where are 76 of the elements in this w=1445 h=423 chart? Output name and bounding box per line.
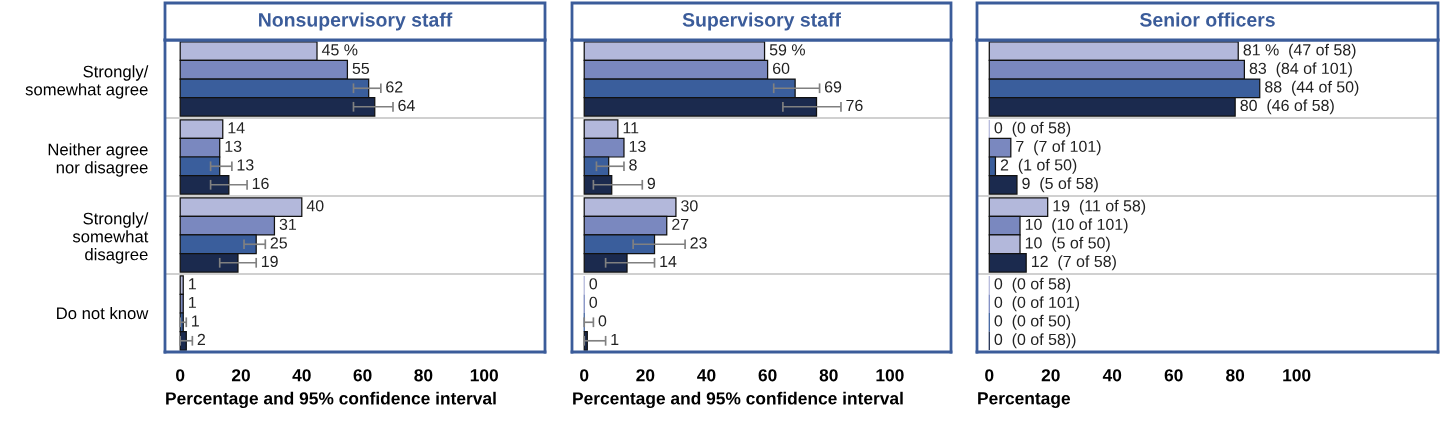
x-tick-label: 100 <box>876 369 904 382</box>
x-tick-label: 0 <box>176 369 185 382</box>
data-label: 25 <box>270 237 287 249</box>
data-label: 9 <box>647 177 656 190</box>
data-label: 40 <box>306 200 324 212</box>
x-tick-label: 60 <box>1164 369 1183 382</box>
data-label: 64 <box>398 99 415 112</box>
x-tick-label: 40 <box>1102 369 1122 382</box>
y-tick-label: Strongly/ somewhat agree <box>25 65 149 99</box>
data-label: 81 % (47 of 58) <box>1243 43 1356 59</box>
data-label: 0 (0 of 58)) <box>994 333 1076 349</box>
x-tick-label: 100 <box>470 369 498 382</box>
data-label: 62 <box>386 81 403 93</box>
data-label: 59 % <box>769 44 805 56</box>
x-tick-label: 0 <box>985 369 994 382</box>
data-label: 0 <box>589 278 598 290</box>
chart-title: Nonsupervisory staff <box>259 12 453 31</box>
data-label: 2 <box>197 333 205 345</box>
y-tick-label: Neither agree nor disagree <box>48 143 148 177</box>
data-label: 0 <box>589 296 598 309</box>
data-label: 13 <box>629 140 646 153</box>
data-label: 45 % <box>321 44 358 56</box>
data-label: 7 (7 of 101) <box>1016 140 1101 156</box>
data-label: 31 <box>279 218 296 231</box>
data-label: 13 <box>237 159 254 171</box>
data-label: 76 <box>846 99 863 112</box>
data-label: 0 (0 of 58) <box>994 277 1071 293</box>
x-tick-label: 20 <box>231 369 250 382</box>
data-label: 12 (7 of 58) <box>1032 255 1116 271</box>
x-axis-title: Percentage and 95% confidence interval <box>166 391 496 409</box>
x-tick-label: 80 <box>819 369 838 382</box>
data-label: 19 (11 of 58) <box>1053 199 1146 215</box>
data-label: 0 <box>598 315 607 327</box>
x-tick-label: 20 <box>636 369 655 382</box>
data-label: 11 <box>623 122 639 134</box>
data-label: 27 <box>672 218 689 230</box>
x-tick-label: 100 <box>1283 369 1311 382</box>
chart-title: Supervisory staff <box>682 12 841 31</box>
x-tick-label: 80 <box>414 369 433 382</box>
x-tick-label: 60 <box>353 369 372 382</box>
data-label: 8 <box>629 159 637 171</box>
chart-title: Senior officers <box>1139 12 1275 27</box>
x-tick-label: 0 <box>580 369 589 382</box>
y-tick-label: Do not know <box>57 306 149 320</box>
data-label: 0 (0 of 58) <box>994 121 1071 137</box>
x-tick-label: 80 <box>1226 369 1245 382</box>
data-label: 88 (44 of 50) <box>1265 80 1359 96</box>
x-tick-label: 60 <box>758 369 777 382</box>
data-label: 60 <box>773 62 790 75</box>
data-label: 69 <box>824 81 842 93</box>
x-tick-label: 40 <box>292 369 311 382</box>
data-label: 0 (0 of 101) <box>994 296 1080 312</box>
data-label: 19 <box>261 255 278 268</box>
data-label: 23 <box>690 237 707 249</box>
data-label: 14 <box>228 122 245 134</box>
x-tick-label: 40 <box>697 369 716 382</box>
y-tick-label: Strongly/ somewhat disagree <box>72 212 149 264</box>
data-label: 1 <box>189 296 196 308</box>
x-axis-title: Percentage and 95% confidence interval <box>573 391 903 409</box>
data-label: 1 <box>611 333 619 345</box>
data-label: 10 (5 of 50) <box>1025 236 1110 252</box>
data-label: 9 (5 of 58) <box>1022 177 1098 193</box>
data-label: 80 (46 of 58) <box>1240 99 1334 115</box>
data-label: 16 <box>252 177 269 190</box>
x-tick-label: 20 <box>1041 369 1060 382</box>
data-label: 14 <box>660 255 677 267</box>
data-label: 2 (1 of 50) <box>1000 158 1077 174</box>
data-label: 1 <box>189 278 196 290</box>
data-label: 83 (84 of 101) <box>1249 62 1352 78</box>
data-label: 13 <box>225 140 242 153</box>
data-label: 1 <box>192 315 199 327</box>
data-label: 10 (10 of 101) <box>1025 218 1128 234</box>
data-label: 0 (0 of 50) <box>994 314 1071 330</box>
data-label: 55 <box>352 62 370 75</box>
data-label: 30 <box>681 200 698 212</box>
x-axis-title: Percentage <box>978 392 1071 408</box>
